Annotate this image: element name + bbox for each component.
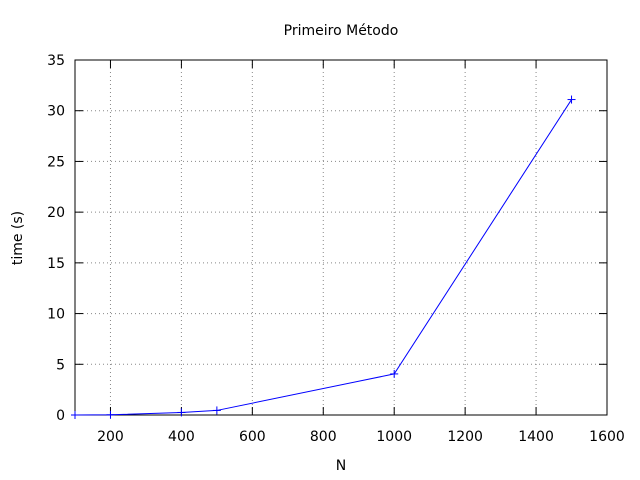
x-axis-label: N [336, 458, 346, 474]
data-point [177, 408, 186, 417]
y-tick-label: 0 [56, 408, 65, 424]
data-point [106, 410, 115, 419]
data-point [71, 411, 79, 419]
grid-lines [75, 60, 607, 415]
x-tick-label: 400 [168, 429, 195, 445]
chart-title: Primeiro Método [284, 23, 399, 39]
axis-ticks: 0 5 10 15 20 25 30 35 200 400 600 800 1000 1200 1400 16… [47, 53, 625, 445]
y-tick-label: 10 [47, 307, 65, 323]
y-tick-label: 30 [47, 104, 65, 120]
x-tick-label: 1600 [589, 429, 625, 445]
y-axis-label: time (s) [10, 211, 26, 265]
y-tick-label: 35 [47, 53, 65, 69]
data-point [212, 406, 221, 415]
series-group [71, 95, 576, 419]
series-line [74, 99, 572, 416]
y-tick-label: 20 [47, 205, 65, 221]
x-tick-label: 800 [310, 429, 337, 445]
x-tick-label: 1400 [518, 429, 554, 445]
x-tick-label: 1200 [447, 429, 483, 445]
y-tick-label: 25 [47, 154, 65, 170]
data-point [390, 369, 399, 378]
y-tick-label: 5 [56, 357, 65, 373]
x-tick-label: 200 [97, 429, 124, 445]
x-tick-label: 600 [239, 429, 266, 445]
plot-frame [74, 59, 608, 416]
x-tick-label: 1000 [376, 429, 412, 445]
y-tick-label: 15 [47, 256, 65, 272]
data-point [567, 95, 576, 104]
